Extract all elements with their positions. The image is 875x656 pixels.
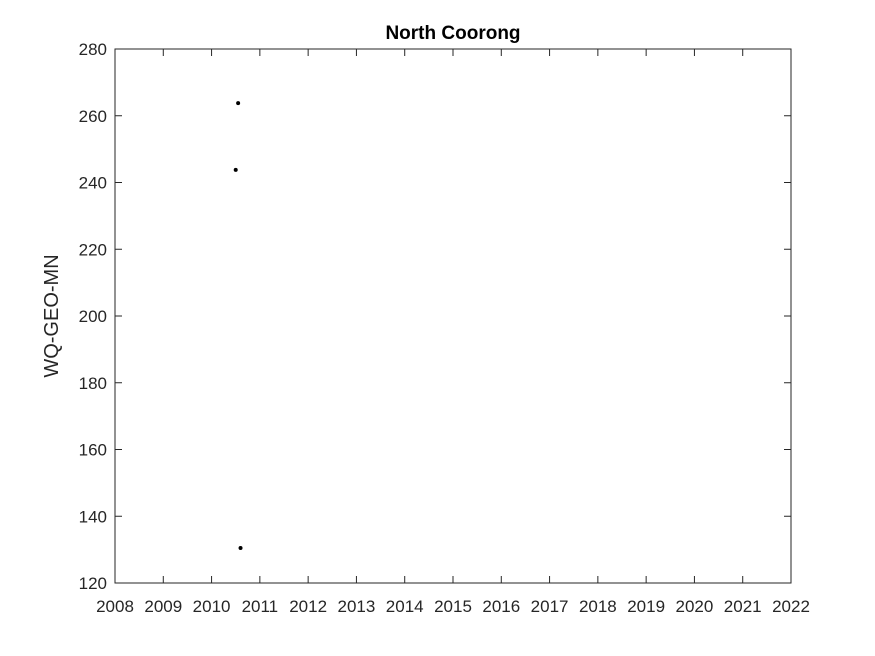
x-tick-label: 2019 bbox=[627, 597, 665, 616]
y-tick-label: 140 bbox=[79, 507, 107, 526]
y-tick-label: 260 bbox=[79, 107, 107, 126]
x-tick-label: 2015 bbox=[434, 597, 472, 616]
y-axis-label: WQ-GEO-MN bbox=[41, 254, 63, 377]
x-tick-label: 2014 bbox=[386, 597, 424, 616]
x-tick-label: 2008 bbox=[96, 597, 134, 616]
x-axis: 2008 2009 2010 2011 2012 2013 2014 2015 2016 2017… bbox=[96, 49, 810, 616]
y-axis: 120 140 160 180 200 220 240 260 280 bbox=[79, 40, 791, 593]
data-point bbox=[238, 545, 243, 550]
y-tick-label: 180 bbox=[79, 374, 107, 393]
x-tick-label: 2013 bbox=[338, 597, 376, 616]
y-tick-label: 280 bbox=[79, 40, 107, 59]
plot-area bbox=[114, 48, 792, 584]
x-tick-label: 2018 bbox=[579, 597, 617, 616]
x-tick-label: 2021 bbox=[724, 597, 762, 616]
x-tick-label: 2010 bbox=[193, 597, 231, 616]
data-point bbox=[236, 101, 241, 106]
x-tick-label: 2022 bbox=[772, 597, 810, 616]
chart-title: North Coorong bbox=[385, 23, 520, 44]
x-tick-label: 2011 bbox=[242, 597, 279, 616]
x-tick-label: 2020 bbox=[676, 597, 714, 616]
data-point bbox=[233, 167, 238, 172]
y-tick-label: 220 bbox=[79, 240, 107, 259]
y-tick-label: 200 bbox=[79, 307, 107, 326]
y-tick-label: 240 bbox=[79, 174, 107, 193]
x-tick-label: 2016 bbox=[482, 597, 520, 616]
data-points bbox=[233, 101, 243, 550]
x-tick-label: 2017 bbox=[531, 597, 569, 616]
y-tick-label: 120 bbox=[79, 574, 107, 593]
y-tick-label: 160 bbox=[79, 441, 107, 460]
x-tick-label: 2009 bbox=[144, 597, 182, 616]
x-tick-label: 2012 bbox=[289, 597, 327, 616]
